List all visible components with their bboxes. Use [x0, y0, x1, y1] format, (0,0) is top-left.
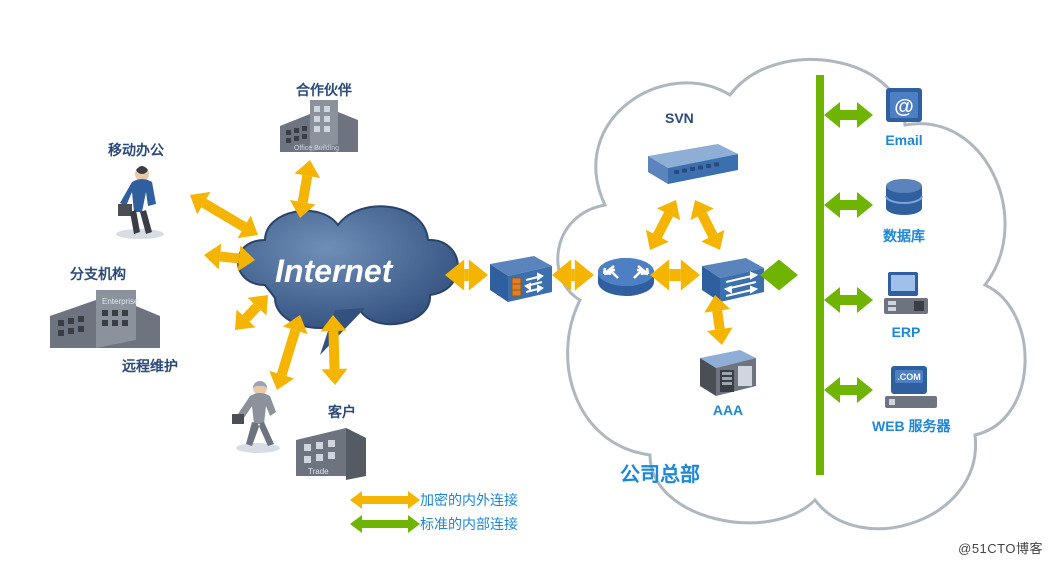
mobile-office-icon	[110, 162, 170, 240]
aaa-label: AAA	[713, 402, 743, 418]
erp-service: ERP	[880, 270, 932, 340]
svg-text:Trade: Trade	[308, 467, 329, 476]
db-label: 数据库	[883, 226, 925, 246]
branch-icon: Enterprise	[50, 286, 160, 356]
watermark: @51CTO博客	[958, 538, 1043, 557]
legend-encrypted-label: 加密的内外连接	[420, 490, 518, 510]
firewall-device	[490, 250, 552, 306]
legend-green-arrow	[360, 520, 410, 528]
branch-label: 分支机构	[70, 264, 126, 284]
email-label: Email	[885, 132, 922, 148]
internet-label: Internet	[275, 253, 394, 289]
remote-label: 远程维护	[122, 356, 178, 376]
customer-label: 客户	[328, 402, 356, 422]
erp-label: ERP	[892, 324, 921, 340]
web-badge: .COM	[898, 372, 922, 382]
diagram-stage: { "canvas":{"w":1049,"h":561,"bg":"#ffff…	[0, 0, 1049, 561]
svg-text:@: @	[894, 96, 914, 118]
customer-icon: Trade	[296, 420, 366, 484]
svg-text:Enterprise: Enterprise	[102, 297, 139, 306]
legend-standard: 标准的内部连接	[360, 514, 518, 534]
legend-yellow-arrow	[360, 496, 410, 504]
legend-standard-label: 标准的内部连接	[420, 514, 518, 534]
legend-encrypted: 加密的内外连接	[360, 490, 518, 510]
email-service: @ Email	[880, 84, 928, 148]
partner-label: 合作伙伴	[296, 80, 352, 100]
internet-cloud: Internet	[220, 190, 480, 390]
mobile-office-label: 移动办公	[108, 140, 164, 160]
remote-icon	[230, 378, 288, 454]
svg-text:Office Building: Office Building	[294, 145, 339, 152]
legend: 加密的内外连接 标准的内部连接	[360, 490, 518, 538]
aaa-device: AAA	[700, 346, 756, 418]
hq-label: 公司总部	[620, 458, 700, 487]
router-device	[596, 252, 656, 300]
db-service: 数据库	[880, 176, 928, 246]
svn-label: SVN	[665, 110, 694, 126]
web-label: WEB 服务器	[872, 416, 951, 436]
svn-device	[648, 140, 738, 186]
web-service: .COM WEB 服务器	[872, 362, 951, 436]
partner-icon: Office Building	[280, 100, 358, 162]
core-switch-device	[702, 252, 764, 304]
